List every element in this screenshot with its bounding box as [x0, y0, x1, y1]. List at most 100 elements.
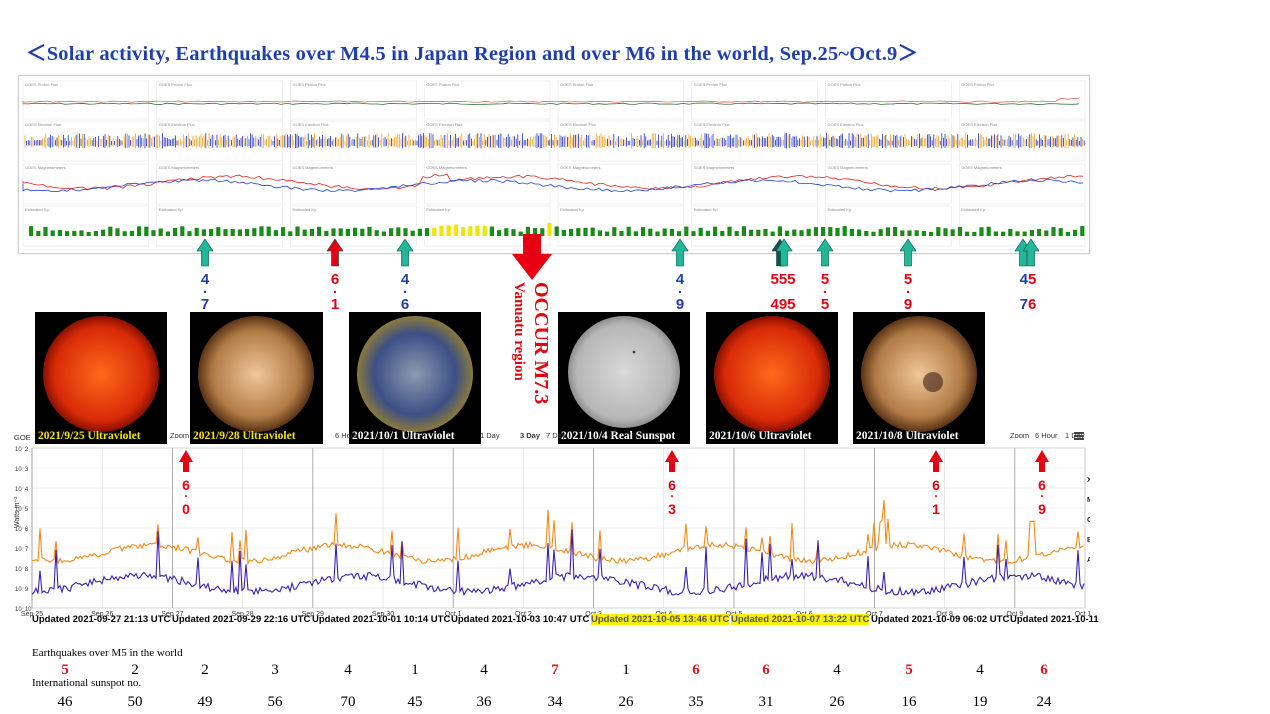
- arrow-up-icon: [816, 238, 834, 267]
- kp-bar: [367, 226, 372, 236]
- kp-bar: [482, 225, 487, 236]
- kp-bar: [684, 226, 689, 236]
- subpanel-frame: [557, 80, 685, 120]
- kp-bar: [1022, 231, 1027, 236]
- y-tick-label: 10⁻9: [15, 587, 29, 593]
- subpanel-label: GOES Proton Flux: [961, 82, 994, 87]
- y-tick-label: 10⁻10: [15, 607, 32, 613]
- date-tick-label: Sep 25: [21, 611, 43, 618]
- subpanel-frame: [825, 205, 952, 247]
- kp-bar: [151, 230, 156, 236]
- magnitude-label-bottom: 76: [1020, 296, 1037, 313]
- kp-bar: [972, 231, 977, 236]
- subpanel-label: GOES Proton Flux: [293, 82, 326, 87]
- subpanel-frame: [22, 120, 150, 162]
- quake-count-cell: 5: [905, 662, 913, 678]
- sunspot-count-cell: 50: [127, 694, 143, 710]
- quake-count-cell: 4: [976, 662, 984, 678]
- sunspot-count-cell: 24: [1036, 694, 1052, 710]
- xray-long-series: [31, 500, 1085, 566]
- subpanel-label: GOES Magnetometers: [293, 165, 333, 170]
- y-tick-label: 10⁻6: [15, 527, 29, 533]
- occur-arrow-icon: [512, 234, 552, 280]
- updated-label: Updated 2021-10-09 06:02 UTC: [871, 614, 1010, 625]
- subpanel-frame: [557, 163, 685, 205]
- kp-bar: [309, 228, 314, 236]
- kp-bar: [410, 230, 415, 236]
- date-tick-label: Sep 30: [372, 611, 394, 618]
- kp-bar: [770, 231, 775, 236]
- updated-label: Updated 2021-10-05 13:46 UTC: [591, 614, 730, 625]
- kp-bar: [849, 228, 854, 236]
- kp-bar: [101, 229, 106, 236]
- arrow-up-icon: [665, 450, 679, 472]
- arrow-up-icon: [179, 450, 193, 472]
- kp-bar: [331, 228, 336, 236]
- kp-bar: [698, 227, 703, 236]
- xray-header-fragment: Zoom: [1010, 431, 1029, 440]
- kp-bar: [885, 227, 890, 236]
- sunspot-count-cell: 31: [758, 694, 774, 710]
- sunspot-count-cell: 46: [57, 694, 73, 710]
- updated-label: Updated 2021-10-01 10:14 UTC: [312, 614, 451, 625]
- subpanel-label: GOES Magnetometers: [694, 165, 734, 170]
- xray-ylabel: Watts m⁻²: [14, 496, 21, 528]
- quake-count-cell: 7: [551, 662, 559, 678]
- magnitude-label-top: 555: [770, 271, 795, 288]
- kp-bar: [1080, 226, 1085, 236]
- quake-count-cell: 6: [762, 662, 770, 678]
- xray-header-fragment: Zoom: [170, 431, 189, 440]
- subpanel-frame: [557, 205, 685, 247]
- kp-bar: [986, 226, 991, 236]
- updated-label: Updated 2021-09-27 21:13 UTC: [32, 614, 171, 625]
- magnitude-label-dec: 9: [676, 296, 684, 313]
- kp-bar: [288, 231, 293, 236]
- kp-bar: [137, 226, 142, 236]
- magnitude-label-int: 4: [201, 271, 210, 288]
- kp-bar: [950, 229, 955, 236]
- kp-bar: [792, 229, 797, 236]
- xray-header-fragment: 6 Hour: [335, 431, 358, 440]
- kp-bar: [936, 227, 941, 236]
- date-tick-label: Oct 10: [1075, 611, 1090, 618]
- kp-bar: [475, 225, 480, 236]
- y-tick-label: 10⁻5: [15, 507, 29, 513]
- quake-count-cell: 6: [692, 662, 700, 678]
- kp-bar: [360, 228, 365, 236]
- kp-bar: [900, 230, 905, 236]
- kp-bar: [914, 230, 919, 236]
- kp-bar: [468, 226, 473, 236]
- kp-bar: [662, 228, 667, 236]
- kp-bar: [677, 231, 682, 236]
- subpanel-label: GOES Magnetometers: [961, 165, 1001, 170]
- goes-space-weather-plot: GOES Proton Flux GOES Proton Flux GOES Pro…: [22, 80, 1086, 251]
- kp-bar: [187, 231, 192, 236]
- kp-bar: [216, 227, 221, 236]
- sunspot-count-cell: 56: [267, 694, 283, 710]
- subpanel-frame: [691, 205, 818, 247]
- subpanel-frame: [290, 205, 417, 247]
- kp-bar: [317, 226, 322, 236]
- magnitude-label-dec: 1: [331, 296, 339, 313]
- menu-icon: [1074, 435, 1084, 437]
- kp-bar: [540, 228, 545, 236]
- kp-bar: [29, 226, 34, 236]
- subpanel-frame: [156, 80, 283, 120]
- kp-bar: [806, 228, 811, 236]
- subpanel-label: Estimated Kp: [694, 207, 719, 212]
- kp-bar: [871, 231, 876, 236]
- kp-bar: [929, 231, 934, 236]
- subpanel-label: GOES Magnetometers: [426, 165, 466, 170]
- subpanel-frame: [825, 80, 952, 120]
- subpanel-label: GOES Magnetometers: [560, 165, 600, 170]
- kp-bar: [1065, 231, 1070, 236]
- kp-bar: [108, 226, 113, 236]
- magnitude-label-bottom: 495: [770, 296, 795, 313]
- subpanel-label: GOES Electron Flux: [159, 122, 195, 127]
- subpanel-label: GOES Electron Flux: [426, 122, 462, 127]
- magnitude-label-dot: .: [203, 280, 207, 297]
- magnitude-label-dot: .: [823, 280, 827, 297]
- kp-bar: [597, 230, 602, 236]
- world-quake-dec: 9: [1038, 501, 1046, 517]
- xray-header-fragment: GOE: [14, 433, 31, 442]
